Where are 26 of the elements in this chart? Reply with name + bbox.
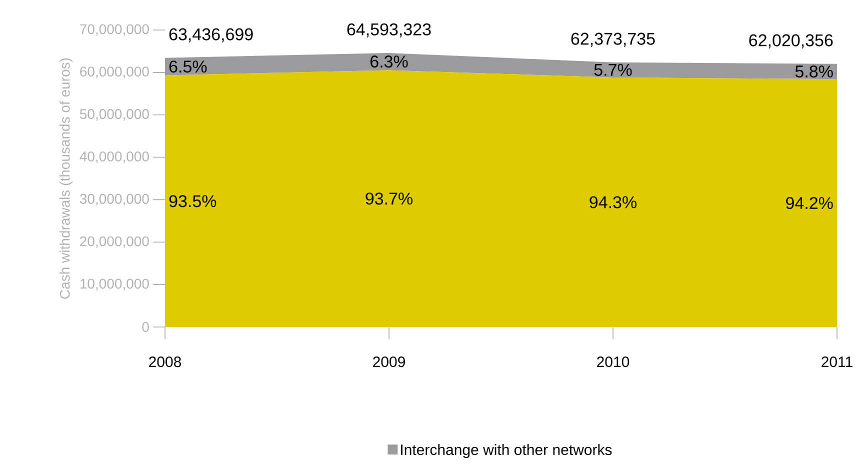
- annotation: 6.3%: [370, 56, 408, 68]
- y-tick-label: 70,000,000: [80, 24, 149, 36]
- total-label: 64,593,323: [347, 23, 431, 38]
- legend-label: Interchange with other networks: [401, 444, 612, 458]
- y-axis-title: Cash withdrawals (thousands of euros): [59, 58, 73, 299]
- annotation: 5.8%: [795, 65, 833, 78]
- annotation: 93.5%: [169, 195, 216, 208]
- total-label: 62,373,735: [571, 32, 655, 47]
- annotation: 5.7%: [594, 64, 632, 76]
- total-label: 63,436,699: [169, 28, 253, 42]
- x-tick-label: 2011: [822, 356, 852, 368]
- annotation: 94.3%: [590, 196, 636, 208]
- annotation: 93.7%: [366, 192, 412, 205]
- y-tick-label: 60,000,000: [80, 66, 149, 78]
- y-tick-label: 40,000,000: [80, 151, 149, 164]
- x-tick-label: 2010: [597, 356, 630, 368]
- y-tick-label: 20,000,000: [80, 236, 149, 248]
- x-tick-label: 2008: [149, 356, 182, 368]
- annotation: 6.5%: [169, 60, 207, 73]
- total-label: 62,020,356: [749, 34, 833, 48]
- y-tick-label: 30,000,000: [80, 194, 149, 206]
- annotation: 94.2%: [786, 197, 833, 210]
- y-tick-label: 50,000,000: [80, 109, 149, 121]
- y-tick-label: 0: [142, 322, 149, 332]
- y-tick-label: 10,000,000: [80, 278, 149, 290]
- x-tick-label: 2009: [373, 356, 405, 368]
